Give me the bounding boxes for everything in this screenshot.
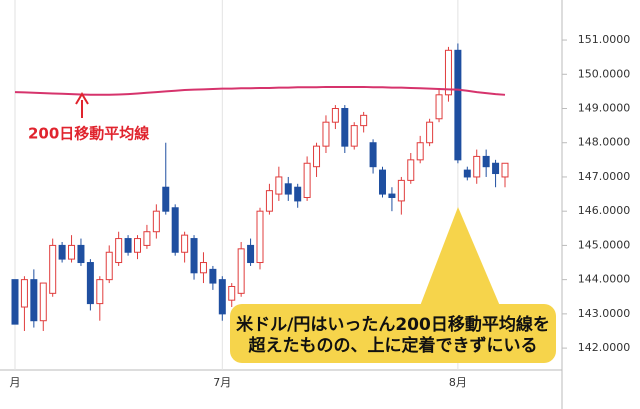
candle-body xyxy=(20,279,28,308)
candle-body xyxy=(426,121,434,144)
candle-body xyxy=(77,244,85,264)
candle-body xyxy=(209,268,217,284)
ma-arrow-head xyxy=(75,92,89,105)
candle-body xyxy=(171,207,179,253)
candle-body xyxy=(181,234,189,253)
candle-body xyxy=(416,142,424,161)
candle-body xyxy=(341,108,349,147)
candle-body xyxy=(473,155,481,178)
callout-line: 超えたものの、上に定着できずにいる xyxy=(249,335,538,356)
candle-body xyxy=(49,244,57,294)
candle-body xyxy=(331,108,339,123)
candle-body xyxy=(58,244,66,260)
x-tick-label: 8月 xyxy=(449,376,467,389)
candle-body xyxy=(275,176,283,195)
y-tick-label: 150.0000 xyxy=(578,67,631,80)
candle-body xyxy=(228,285,236,301)
candle-body xyxy=(237,248,245,294)
x-tick-label: 月 xyxy=(10,376,21,389)
callout-pointer xyxy=(420,207,500,306)
y-tick-label: 147.0000 xyxy=(578,170,631,183)
candle-body xyxy=(482,155,490,168)
moving-average-line xyxy=(14,85,506,96)
candle-body xyxy=(397,179,405,202)
y-tick-label: 149.0000 xyxy=(578,102,631,115)
y-tick-label: 148.0000 xyxy=(578,136,631,149)
candle-body xyxy=(454,49,462,161)
candle-body xyxy=(463,169,471,178)
y-tick-label: 142.0000 xyxy=(578,341,631,354)
candle-body xyxy=(86,262,94,305)
y-tick-label: 146.0000 xyxy=(578,204,631,217)
candle-body xyxy=(407,159,415,181)
candle-body xyxy=(360,114,368,127)
candle-body xyxy=(492,162,500,175)
candle-body xyxy=(388,193,396,198)
candle-body xyxy=(115,238,123,264)
callout-box xyxy=(230,304,556,363)
candle-body xyxy=(313,145,321,168)
candle-body xyxy=(247,244,255,264)
candle-body xyxy=(124,238,132,253)
candle-body xyxy=(134,238,141,253)
candle-body xyxy=(96,279,104,305)
candle-body xyxy=(379,169,386,195)
candle-body xyxy=(303,162,311,198)
candle-body xyxy=(190,238,198,274)
candle-body xyxy=(199,262,207,274)
candle-body xyxy=(322,121,330,147)
candle-body xyxy=(444,49,452,96)
candle-body xyxy=(284,183,292,195)
candle-body xyxy=(143,231,151,246)
y-tick-label: 143.0000 xyxy=(578,307,631,320)
candle-body xyxy=(350,125,358,147)
x-tick-label: 7月 xyxy=(213,376,231,389)
candle-body xyxy=(294,186,302,202)
y-tick-label: 145.0000 xyxy=(578,238,631,251)
candle-body xyxy=(11,279,19,325)
y-tick-label: 144.0000 xyxy=(578,273,631,286)
candle-body xyxy=(369,142,377,168)
candle-body xyxy=(30,279,38,322)
candle-body xyxy=(162,186,170,212)
candle-body xyxy=(39,282,47,322)
candle-body xyxy=(501,162,509,178)
candle-body xyxy=(68,244,76,260)
candle-body xyxy=(265,190,273,212)
ma-label: 200日移動平均線 xyxy=(28,125,149,143)
candle-body xyxy=(105,251,113,281)
candle-body xyxy=(256,210,264,264)
candle-body xyxy=(435,94,443,120)
callout-line: 米ドル/円はいったん200日移動平均線を xyxy=(236,314,550,335)
candle-body xyxy=(218,279,226,315)
y-tick-label: 151.0000 xyxy=(578,33,631,46)
candle-body xyxy=(152,210,160,233)
